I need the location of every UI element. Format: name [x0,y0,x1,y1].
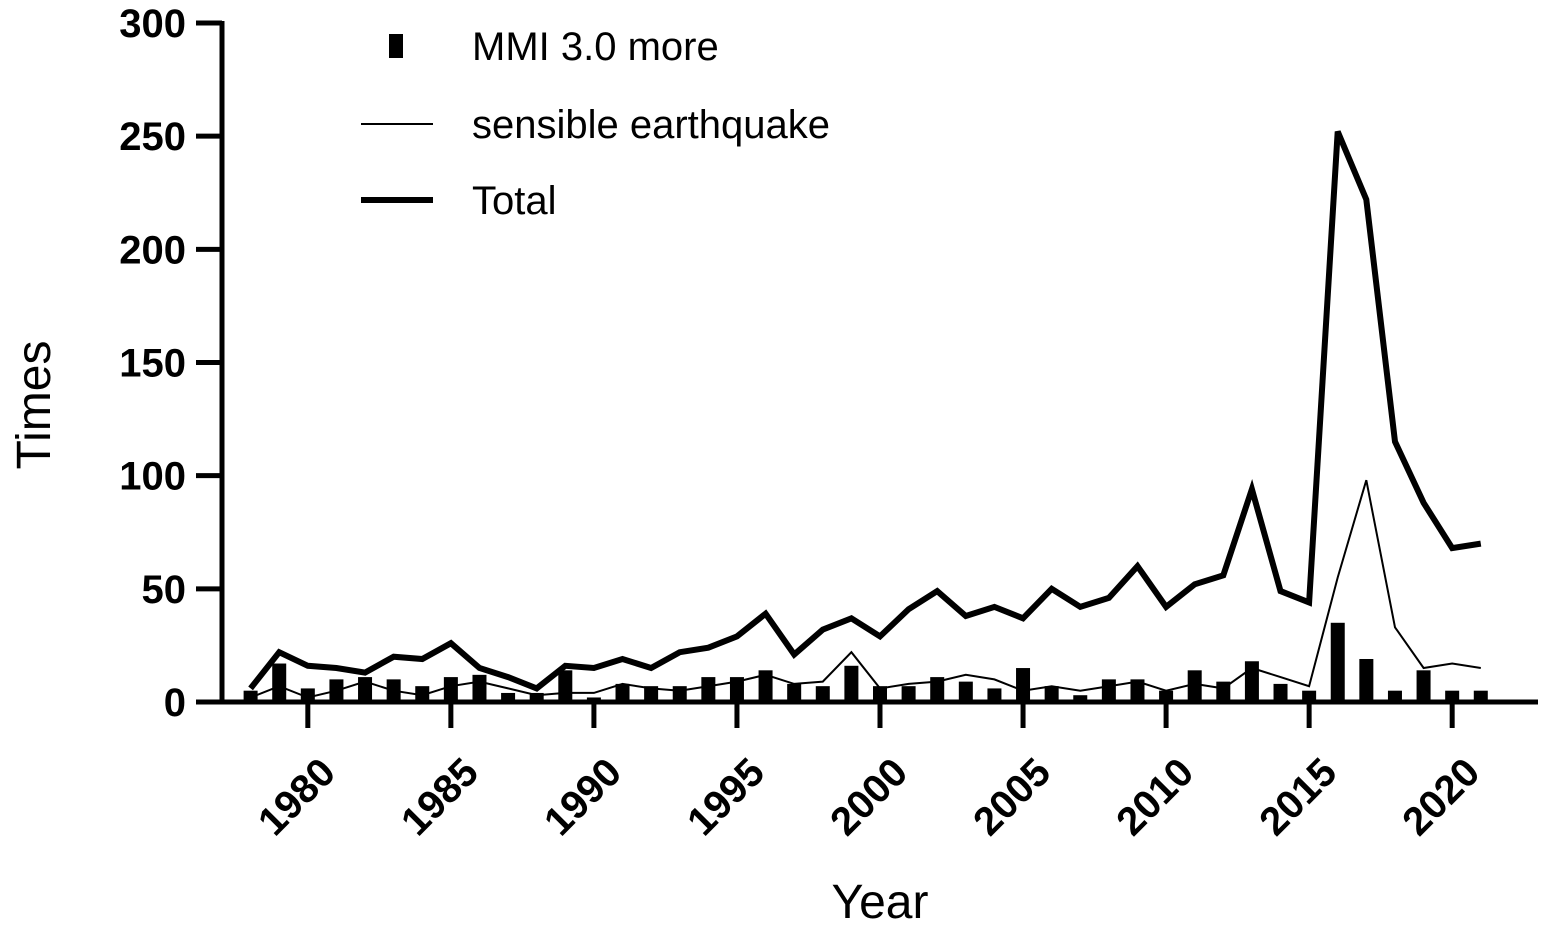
x-tick-label-1985: 1985 [393,750,487,844]
y-axis-title: Times [8,341,61,470]
bar-2020 [1445,690,1460,702]
bar-1996 [758,670,773,702]
bar-2005 [1016,668,1031,702]
bar-2021 [1473,690,1488,702]
x-tick-label-2015: 2015 [1251,750,1345,844]
bar-2019 [1416,670,1431,702]
bar-1992 [644,686,659,702]
bar-1995 [729,677,744,702]
legend-label-total: Total [472,179,557,223]
bar-2004 [987,688,1002,702]
bar-1986 [472,674,487,702]
x-tick-label-1995: 1995 [679,750,773,844]
bar-1994 [701,677,716,702]
bar-2014 [1273,683,1288,702]
line-series [248,130,1482,699]
bar-2003 [958,681,973,702]
bar-1997 [787,683,802,702]
bar-2008 [1101,679,1116,702]
bar-2015 [1302,690,1317,702]
bar-2001 [901,686,916,702]
x-tick-label-2005: 2005 [965,750,1059,844]
bar-2000 [873,686,887,702]
legend-label-mmi: MMI 3.0 more [472,25,719,69]
legend-swatch-bar [389,34,403,58]
bar-2016 [1330,622,1345,702]
bar-1999 [844,665,859,702]
bar-1991 [615,683,630,702]
bar-1979 [272,663,287,702]
y-tick-label-50: 50 [142,568,187,612]
line-total [248,130,1482,692]
y-tick-label-150: 150 [119,342,186,386]
legend-label-sensible: sensible earthquake [472,103,830,147]
x-axis-title: Year [832,876,929,929]
x-tick-label-1980: 1980 [250,750,344,844]
bar-1998 [815,686,830,702]
x-tick-label-1990: 1990 [536,750,630,844]
x-tick-label-2000: 2000 [822,750,916,844]
y-tick-label-0: 0 [164,681,186,725]
bar-1987 [501,692,516,702]
bar-2002 [930,677,945,702]
bar-2011 [1187,670,1202,702]
bar-2010 [1159,690,1174,702]
bar-1985 [443,677,458,702]
bar-1980 [300,688,315,702]
bar-2018 [1387,690,1402,702]
bar-1989 [558,670,573,702]
y-tick-label-250: 250 [119,115,186,159]
bar-1978 [243,690,258,702]
bar-2006 [1044,686,1059,702]
line-sensible-earthquake [250,479,1481,699]
bar-2007 [1073,695,1088,702]
bar-2017 [1359,658,1374,702]
x-tick-label-2020: 2020 [1394,750,1488,844]
y-tick-label-100: 100 [119,455,186,499]
y-tick-label-200: 200 [119,228,186,272]
legend: MMI 3.0 more sensible earthquake Total [361,25,830,223]
bar-2009 [1130,679,1145,702]
bar-1988 [529,692,544,702]
bar-1984 [415,686,430,702]
x-tick-label-2010: 2010 [1108,750,1202,844]
y-tick-label-300: 300 [119,2,186,46]
bar-series-mmi [243,622,1488,702]
